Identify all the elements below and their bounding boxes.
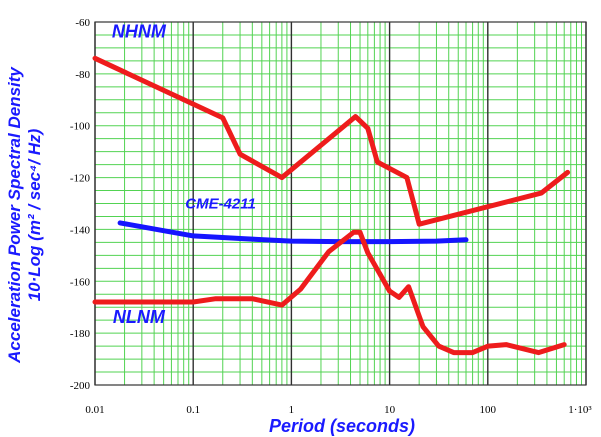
series-line-cme-4211 [117,220,469,245]
series-layer [92,55,571,356]
y-tick-label: -60 [75,17,90,29]
y-tick-label: -120 [70,173,91,185]
x-axis-label: Period (seconds) [269,416,415,436]
x-tick-label: 0.01 [85,404,104,416]
series-line-nlnm [92,229,567,356]
y-axis-label-line2: 10·Log (m² / sec⁴/ Hz) [25,128,44,301]
x-tick-label: 1 [289,404,295,416]
y-tick-label: -160 [70,276,91,288]
x-tick-label: 1·10³ [568,404,592,416]
series-labels: NHNM CME-4211 NLNM [112,22,256,327]
label-nhnm: NHNM [112,22,167,42]
y-tick-label: -200 [70,380,91,392]
x-tick-label: 100 [480,404,497,416]
y-tick-label: -180 [70,328,91,340]
y-tick-label: -100 [70,121,91,133]
plot-frame [94,21,587,386]
x-tick-labels: 0.01 0.1 1 10 100 1·10³ [85,404,592,416]
label-nlnm: NLNM [113,307,166,327]
y-tick-labels: -60 -80 -100 -120 -140 -160 -180 -200 [70,17,91,392]
label-cme-4211: CME-4211 [185,196,256,213]
series-line-nhnm [92,55,571,227]
grid [94,21,587,386]
x-tick-label: 10 [384,404,396,416]
x-tick-label: 0.1 [186,404,200,416]
y-axis-label-line1: Acceleration Power Spectral Density [5,66,24,364]
y-tick-label: -80 [75,69,90,81]
y-tick-label: -140 [70,224,91,236]
